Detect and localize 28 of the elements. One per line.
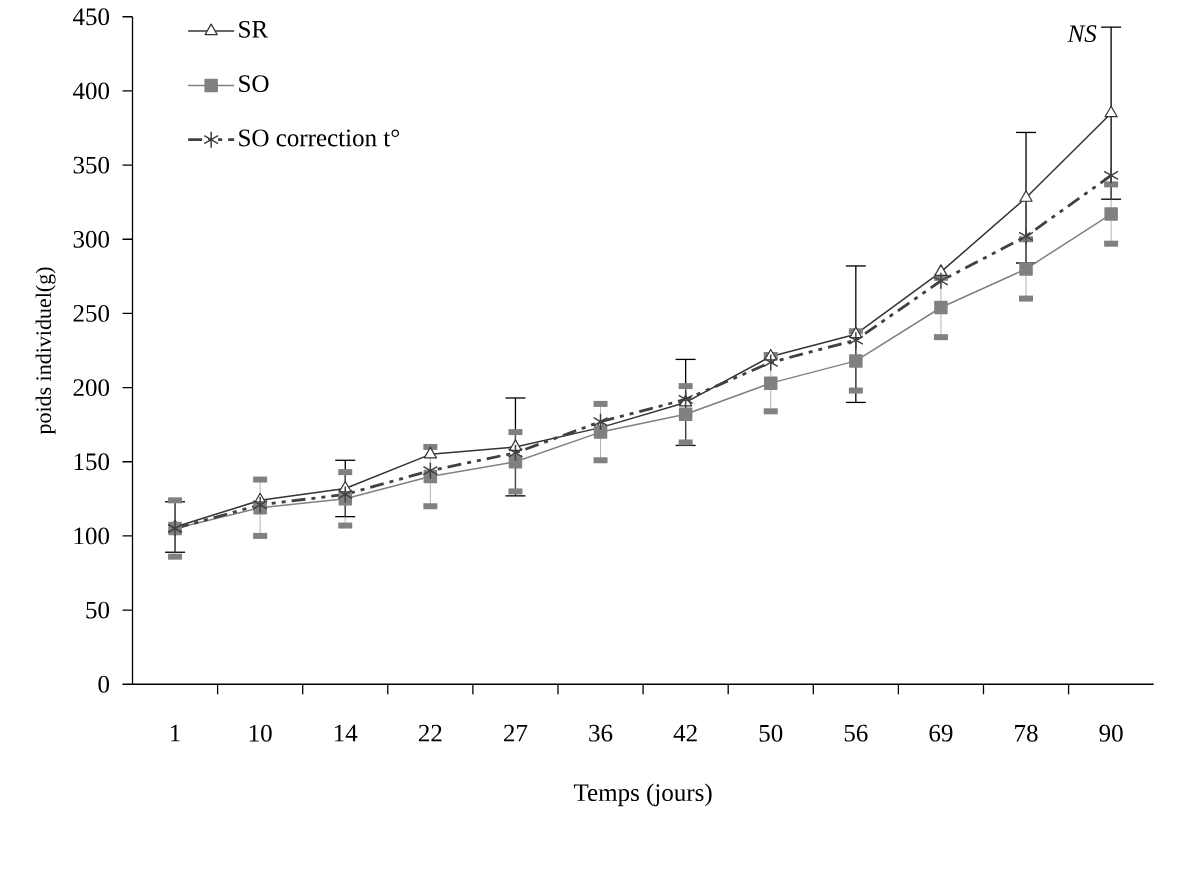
legend-label: SO correction t° [239,129,400,147]
x-tick-label: 27 [504,724,528,742]
x-tick-label: 50 [759,724,783,742]
annotation: NS [1067,25,1097,43]
x-tick-label: 36 [589,724,613,742]
x-tick-label: 1 [171,724,180,742]
y-tick-label: 350 [73,156,110,174]
x-tick-label: 90 [1099,724,1123,742]
x-tick-label: 14 [334,724,358,742]
legend-label: SO [239,75,269,93]
y-tick-label: 450 [72,8,110,26]
y-tick-label: 200 [73,379,110,397]
y-tick-label: 0 [98,675,110,693]
x-tick-label: 10 [249,724,272,742]
x-tick-label: 42 [673,724,697,742]
y-tick-label: 400 [72,82,110,100]
y-tick-label: 50 [86,601,110,619]
x-tick-label: 69 [929,724,953,742]
x-tick-label: 78 [1015,724,1038,742]
y-axis-title: poids individuel(g) [35,267,56,435]
legend-label: SR [239,20,269,38]
y-tick-label: 300 [73,230,110,248]
x-tick-label: 22 [418,724,442,742]
y-tick-label: 150 [74,453,110,471]
x-axis-title: Temps (jours) [573,783,712,807]
x-tick-label: 56 [844,724,868,742]
y-tick-label: 100 [74,527,110,545]
y-tick-label: 250 [73,305,110,322]
